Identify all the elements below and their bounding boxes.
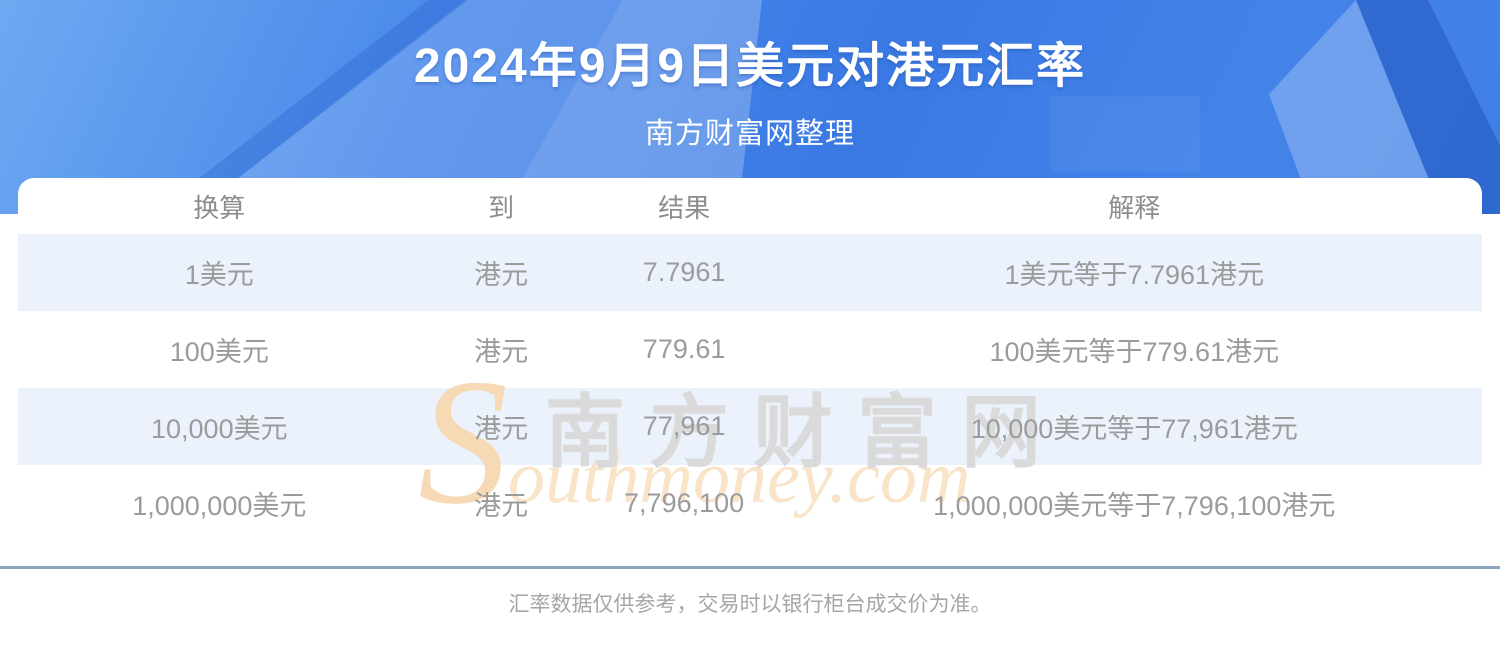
disclaimer-text: 汇率数据仅供参考，交易时以银行柜台成交价为准。 [508, 593, 992, 616]
header-to: 到 [488, 192, 515, 223]
cell-to: 港元 [474, 414, 529, 444]
cell-explanation: 100美元等于779.61港元 [989, 337, 1280, 367]
faint-block-decoration [1050, 96, 1200, 172]
hero-banner: 2024年9月9日美元对港元汇率 南方财富网整理 [0, 0, 1500, 214]
page-title: 2024年9月9日美元对港元汇率 [413, 40, 1087, 93]
cell-result: 7.7961 [642, 257, 726, 287]
cell-to: 港元 [474, 491, 529, 521]
header-result: 结果 [658, 192, 711, 223]
cell-to: 港元 [474, 337, 529, 367]
rate-table-card: 换算 到 结果 解释 1美元 港元 7.7961 1美元等于7.7961港元 1… [18, 178, 1482, 544]
header-explanation: 解释 [1108, 192, 1161, 223]
cell-convert: 1,000,000美元 [132, 491, 307, 521]
table-row: 1,000,000美元 港元 7,796,100 1,000,000美元等于7,… [18, 465, 1482, 542]
cell-convert: 100美元 [169, 337, 269, 367]
cell-result: 7,796,100 [624, 488, 745, 518]
cell-result: 779.61 [642, 334, 726, 364]
cell-convert: 10,000美元 [151, 414, 288, 444]
table-row: 100美元 港元 779.61 100美元等于779.61港元 [18, 311, 1482, 388]
cell-explanation: 1,000,000美元等于7,796,100港元 [933, 491, 1336, 521]
page-subtitle: 南方财富网整理 [644, 118, 855, 150]
cell-convert: 1美元 [184, 260, 254, 290]
cell-explanation: 10,000美元等于77,961港元 [970, 414, 1298, 444]
cell-result: 77,961 [642, 411, 726, 441]
table-header-row: 换算 到 结果 解释 [18, 178, 1482, 234]
footer-divider [0, 566, 1500, 569]
header-convert: 换算 [193, 192, 246, 223]
cell-to: 港元 [474, 260, 529, 290]
cell-explanation: 1美元等于7.7961港元 [1004, 260, 1265, 290]
table-row: 1美元 港元 7.7961 1美元等于7.7961港元 [18, 234, 1482, 311]
table-row: 10,000美元 港元 77,961 10,000美元等于77,961港元 [18, 388, 1482, 465]
